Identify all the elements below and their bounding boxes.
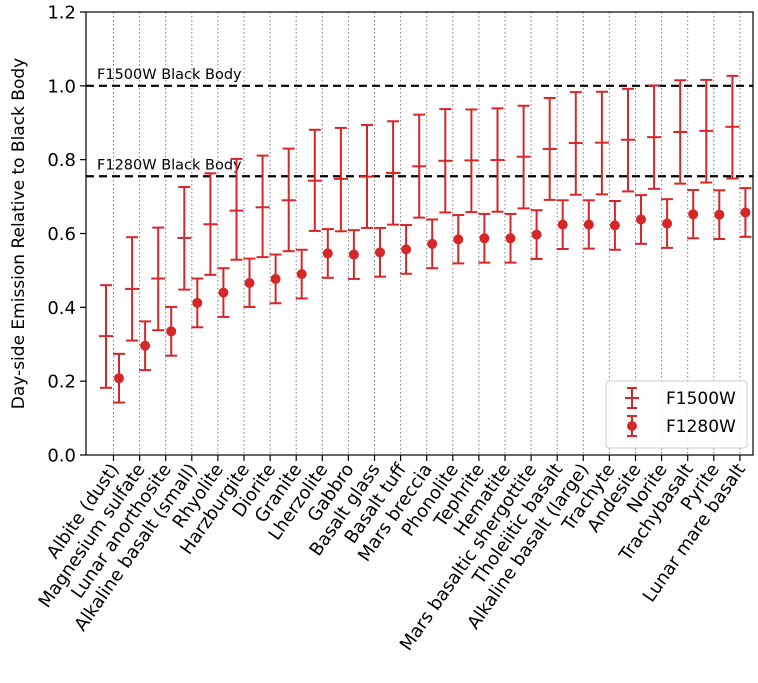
legend-marker <box>627 421 637 431</box>
f1500w-point <box>229 157 244 261</box>
reference-line-label: F1280W Black Body <box>97 157 242 173</box>
data-marks <box>99 74 752 404</box>
f1500w-point <box>412 113 427 219</box>
y-tick-label: 0.6 <box>47 224 76 245</box>
f1280w-marker <box>375 247 385 258</box>
y-tick-label: 1.2 <box>47 3 76 24</box>
f1500w-point <box>386 120 401 226</box>
y-tick-label: 0.8 <box>47 150 76 171</box>
f1500w-point <box>464 108 479 214</box>
f1280w-point <box>608 200 621 251</box>
f1280w-marker <box>322 248 333 259</box>
f1280w-point <box>739 187 752 238</box>
f1500w-point <box>255 154 270 259</box>
legend: F1500W F1280W <box>605 380 748 449</box>
f1500w-point <box>516 104 531 210</box>
f1500w-point <box>281 147 296 253</box>
legend-entry-f1500w: F1500W <box>625 387 736 409</box>
f1280w-point <box>661 198 674 249</box>
f1500w-point <box>673 79 688 185</box>
f1280w-marker <box>270 273 281 284</box>
f1280w-point <box>269 253 282 305</box>
y-axis: 0.0 0.2 0.4 0.6 0.8 1.0 1.2 <box>47 3 86 467</box>
f1280w-point <box>556 199 569 251</box>
f1280w-point <box>687 188 700 240</box>
f1280w-point <box>295 248 308 300</box>
f1280w-marker <box>401 244 412 255</box>
f1280w-marker <box>296 269 307 280</box>
f1280w-marker <box>636 214 646 225</box>
y-axis-label: Day-side Emission Relative to Black Body <box>9 58 29 409</box>
f1280w-marker <box>348 249 359 260</box>
f1280w-point <box>530 209 543 260</box>
f1280w-marker <box>714 209 725 220</box>
reference-line-label: F1500W Black Body <box>97 67 242 83</box>
f1280w-marker <box>166 326 177 337</box>
legend-label: F1500W <box>666 389 736 409</box>
f1500w-point <box>151 226 166 332</box>
f1500w-point <box>307 128 322 232</box>
f1280w-point <box>374 226 386 278</box>
f1280w-point <box>478 212 491 264</box>
f1500w-point <box>125 236 140 342</box>
f1280w-marker <box>531 229 542 240</box>
f1500w-point <box>333 126 348 233</box>
y-tick-label: 0.0 <box>47 446 76 467</box>
f1280w-marker <box>427 238 438 249</box>
f1500w-point <box>360 123 374 229</box>
f1280w-marker <box>583 219 594 230</box>
f1500w-point <box>699 78 714 184</box>
f1280w-point <box>713 189 726 241</box>
f1500w-point <box>594 90 609 196</box>
f1500w-point <box>542 97 557 201</box>
y-tick-label: 0.2 <box>47 372 76 393</box>
f1500w-point <box>621 87 635 193</box>
f1280w-point <box>113 352 125 404</box>
f1280w-marker <box>114 373 124 384</box>
f1280w-point <box>347 229 360 280</box>
f1280w-point <box>582 199 595 250</box>
f1280w-point <box>139 320 152 372</box>
legend-label: F1280W <box>666 417 736 437</box>
legend-entry-f1280w: F1280W <box>627 415 736 437</box>
f1280w-marker <box>479 233 490 244</box>
y-tick-label: 1.0 <box>47 76 76 97</box>
f1280w-point <box>400 224 413 275</box>
f1280w-marker <box>140 340 151 351</box>
f1500w-point <box>177 185 192 291</box>
f1280w-point <box>426 218 439 270</box>
f1280w-marker <box>557 219 568 230</box>
f1500w-point <box>99 284 113 389</box>
f1280w-point <box>635 194 647 245</box>
f1280w-marker <box>740 207 751 218</box>
f1280w-point <box>243 257 256 308</box>
f1500w-point <box>568 91 583 196</box>
reference-lines: F1500W Black Body F1280W Black Body <box>86 67 753 178</box>
f1280w-point <box>321 228 334 279</box>
f1280w-marker <box>192 297 203 308</box>
f1280w-marker <box>688 209 699 220</box>
f1280w-marker <box>662 218 673 229</box>
f1500w-point <box>725 74 740 180</box>
y-tick-label: 0.4 <box>47 298 76 319</box>
f1500w-point <box>438 108 453 214</box>
f1500w-point <box>203 172 218 276</box>
f1280w-point <box>452 214 465 265</box>
f1280w-point <box>217 267 230 318</box>
legend-box <box>605 380 748 449</box>
f1280w-marker <box>244 277 255 288</box>
f1280w-marker <box>505 233 516 244</box>
f1280w-marker <box>609 220 620 231</box>
f1280w-marker <box>453 234 464 245</box>
f1500w-point <box>647 84 662 190</box>
f1280w-marker <box>218 287 229 298</box>
f1500w-point <box>490 107 505 213</box>
f1280w-point <box>191 277 204 329</box>
f1280w-point <box>504 212 517 264</box>
f1280w-point <box>165 305 178 357</box>
